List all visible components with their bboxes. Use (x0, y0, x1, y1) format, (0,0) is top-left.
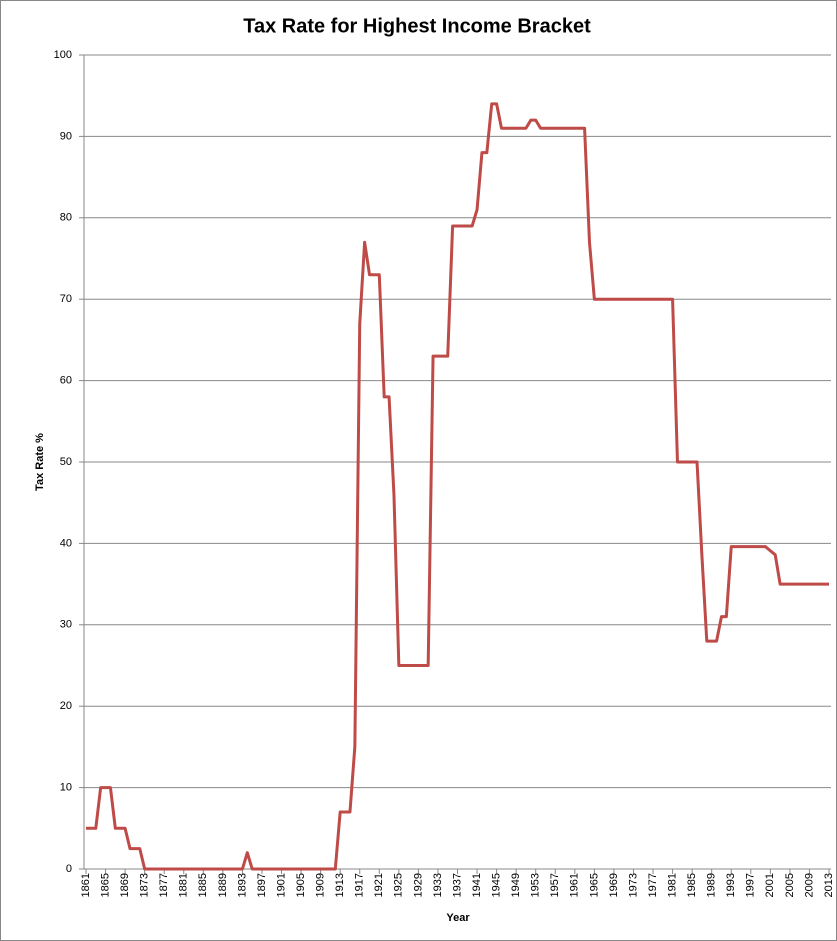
x-tick-label: 1897 (256, 873, 268, 897)
y-tick-label: 50 (60, 456, 72, 468)
x-tick-label: 1957 (549, 873, 561, 897)
x-tick-label: 1893 (236, 873, 248, 897)
x-tick-label: 1941 (471, 873, 483, 897)
x-tick-label: 1861 (80, 873, 92, 897)
x-tick-label: 1933 (432, 873, 444, 897)
y-tick-label: 60 (60, 375, 72, 387)
y-tick-label: 100 (54, 49, 72, 61)
x-tick-label: 1905 (295, 873, 307, 897)
x-tick-label: 1973 (627, 873, 639, 897)
x-tick-label: 1881 (178, 873, 190, 897)
x-tick-label: 1977 (647, 873, 659, 897)
y-tick-label: 70 (60, 293, 72, 305)
x-tick-label: 2013 (823, 873, 835, 897)
x-tick-label: 1997 (745, 873, 757, 897)
chart-title: Tax Rate for Highest Income Bracket (243, 15, 591, 37)
x-tick-label: 1937 (451, 873, 463, 897)
y-tick-label: 10 (60, 782, 72, 794)
x-tick-label: 2001 (764, 873, 776, 897)
x-tick-label: 1985 (686, 873, 698, 897)
x-tick-label: 1981 (666, 873, 678, 897)
y-tick-label: 0 (66, 863, 72, 875)
x-tick-label: 1901 (275, 873, 287, 897)
x-tick-label: 1909 (315, 873, 327, 897)
x-tick-label: 1873 (139, 873, 151, 897)
x-tick-label: 1913 (334, 873, 346, 897)
x-tick-label: 1885 (197, 873, 209, 897)
x-tick-label: 1961 (569, 873, 581, 897)
x-tick-label: 1993 (725, 873, 737, 897)
y-tick-label: 20 (60, 700, 72, 712)
data-line (86, 102, 829, 871)
y-tick-label: 40 (60, 537, 72, 549)
x-tick-label: 1925 (393, 873, 405, 897)
x-tick-label: 1921 (373, 873, 385, 897)
x-tick-label: 1969 (608, 873, 620, 897)
x-tick-label: 1989 (706, 873, 718, 897)
x-axis-title: Year (446, 912, 470, 924)
y-axis-title: Tax Rate % (34, 433, 46, 491)
y-tick-label: 90 (60, 130, 72, 142)
y-tick-label: 30 (60, 619, 72, 631)
x-tick-label: 1965 (588, 873, 600, 897)
x-tick-label: 1949 (510, 873, 522, 897)
x-tick-label: 1865 (99, 873, 111, 897)
x-tick-label: 1877 (158, 873, 170, 897)
x-tick-label: 2005 (784, 873, 796, 897)
x-tick-label: 1917 (354, 873, 366, 897)
x-tick-label: 1953 (530, 873, 542, 897)
x-tick-label: 1869 (119, 873, 131, 897)
x-tick-label: 1945 (491, 873, 503, 897)
x-tick-label: 2009 (803, 873, 815, 897)
x-tick-label: 1929 (412, 873, 424, 897)
x-tick-label: 1889 (217, 873, 229, 897)
y-tick-label: 80 (60, 212, 72, 224)
